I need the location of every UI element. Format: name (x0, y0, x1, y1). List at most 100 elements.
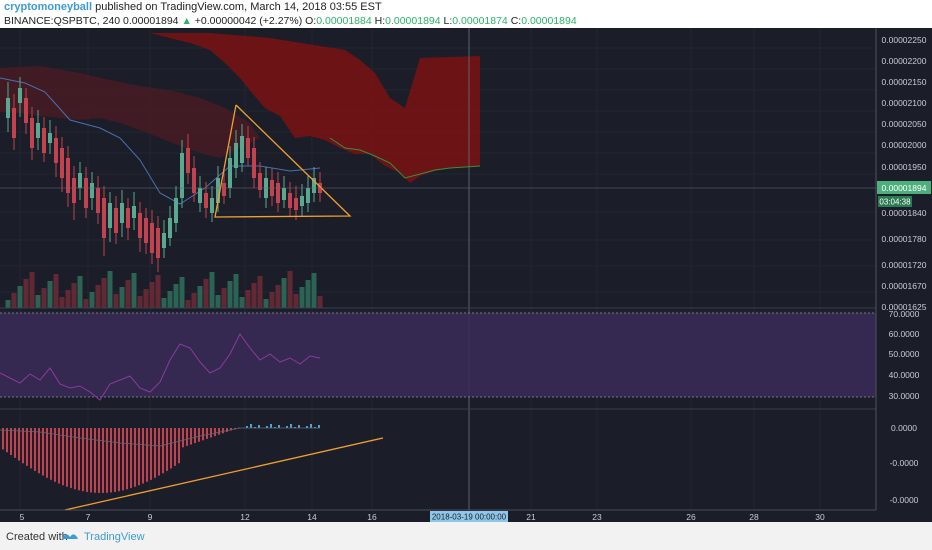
macd-bar (74, 428, 76, 490)
volume-bar (209, 272, 215, 308)
macd-bar (78, 428, 80, 491)
time-tick: 14 (307, 512, 317, 522)
volume-bar (293, 294, 299, 308)
candle-body (306, 188, 310, 203)
candle-body (144, 218, 148, 243)
countdown-label: 03:04:38 (879, 198, 911, 207)
publish-line: cryptomoneyball published on TradingView… (4, 1, 382, 13)
open-label: O: (305, 15, 317, 27)
volume-bar (281, 278, 287, 308)
volume-bar (113, 294, 119, 308)
tradingview-brand-link[interactable]: TradingView (84, 531, 145, 543)
macd-bar (218, 428, 220, 435)
macd-bar (134, 428, 136, 487)
rsi-line (0, 333, 321, 401)
volume-bar (77, 276, 83, 308)
volume-bar (179, 277, 185, 308)
rsi-tick: 30.0000 (889, 391, 920, 401)
price-tick: 0.00002200 (882, 56, 927, 66)
price-axis[interactable]: 0.00002250 0.00002200 0.00002150 0.00002100… (882, 35, 927, 505)
macd-bar (14, 428, 16, 458)
candle-body (108, 203, 112, 228)
candle-body (78, 173, 82, 188)
macd-bar (66, 428, 68, 487)
volume-bar (65, 290, 71, 308)
change-up-icon: ▲ (181, 15, 192, 27)
volume-bar (101, 278, 107, 308)
volume-bar (89, 292, 95, 308)
macd-bar (310, 424, 312, 428)
candle-body (258, 173, 262, 190)
author-link[interactable]: cryptomoneyball (4, 1, 93, 13)
last-price: 0.00001894 (123, 15, 179, 27)
macd-bar (294, 427, 296, 428)
time-axis[interactable]: 5 7 9 12 14 16 21 23 26 28 30 (20, 512, 825, 522)
macd-bar (182, 428, 184, 448)
candle-body (96, 188, 100, 213)
publish-text: published on TradingView.com, March 14, … (92, 1, 382, 13)
macd-bar (286, 426, 288, 428)
macd-bar (206, 428, 208, 439)
macd-histogram (2, 424, 320, 493)
candle-body (66, 158, 70, 193)
macd-bar (54, 428, 56, 482)
volume-bar (173, 284, 179, 308)
candle-body (102, 198, 106, 238)
volume-bar (239, 297, 245, 308)
candle-body (252, 148, 256, 178)
macd-bar (246, 426, 248, 428)
price-tick: 0.00001670 (882, 281, 927, 291)
macd-bar (266, 426, 268, 428)
footer: Created with TradingView (0, 524, 932, 550)
macd-tick: -0.0000 (890, 458, 919, 468)
macd-bar (170, 428, 172, 469)
macd-bar (186, 428, 188, 446)
volume-bar (53, 274, 59, 308)
candle-body (126, 208, 130, 228)
macd-bar (106, 428, 108, 493)
macd-bar (10, 428, 12, 456)
macd-bar (46, 428, 48, 478)
candle-body (300, 196, 304, 206)
volume-bar (245, 290, 251, 308)
candle-body (90, 183, 94, 198)
candle-body (192, 168, 196, 193)
macd-bar (2, 428, 4, 450)
macd-bar (102, 428, 104, 493)
volume-bar (155, 275, 161, 308)
macd-bar (138, 428, 140, 486)
macd-bar (198, 428, 200, 442)
countdown-tag (878, 196, 912, 207)
current-price-tag (877, 181, 931, 194)
macd-bar (122, 428, 124, 491)
volume-bar (161, 298, 167, 308)
macd-bar (38, 428, 40, 474)
macd-bar (50, 428, 52, 480)
chart-area[interactable]: 0.00002250 0.00002200 0.00002150 0.00002100… (0, 28, 932, 522)
volume-bar (119, 287, 125, 308)
macd-bar (158, 428, 160, 476)
volume-bar (131, 273, 137, 308)
candle-body (246, 138, 250, 158)
symbol-label[interactable]: BINANCE:QSPBTC, 240 (4, 15, 121, 27)
price-tick: 0.00001840 (882, 208, 927, 218)
candle-body (72, 178, 76, 203)
time-tick: 12 (240, 512, 250, 522)
macd-bar (230, 428, 232, 431)
high-label: H: (374, 15, 386, 27)
macd-bar (194, 428, 196, 444)
macd-bar (130, 428, 132, 489)
candle-body (240, 136, 244, 163)
rsi-band (0, 313, 876, 397)
volume-bar (149, 282, 155, 308)
candle-body (210, 198, 214, 213)
price-tick: 0.00002000 (882, 140, 927, 150)
volume-bar (191, 293, 197, 308)
macd-bar (190, 428, 192, 445)
macd-bar (254, 427, 256, 428)
macd-bar (110, 428, 112, 493)
volume-bar (167, 291, 173, 308)
macd-bar (250, 424, 252, 428)
volume-bar (41, 288, 47, 308)
chart-header: cryptomoneyball published on TradingView… (0, 0, 932, 28)
